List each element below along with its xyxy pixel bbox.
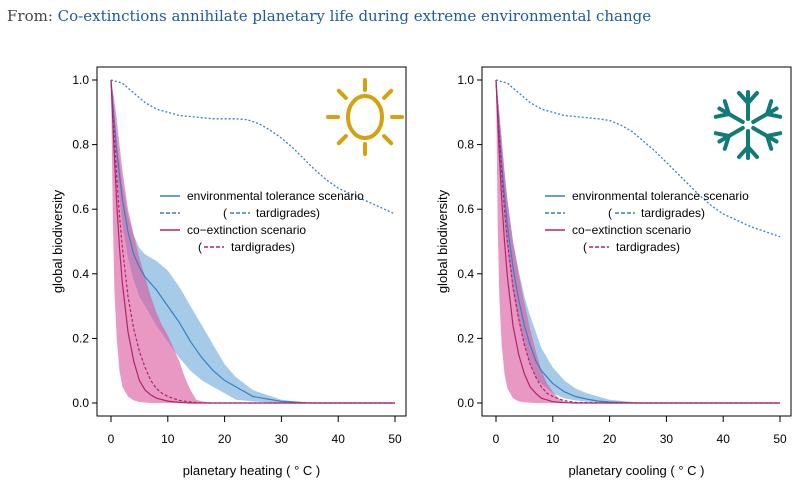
tardigrades-tolerance-line <box>110 79 396 215</box>
legend-tardigrades-label: tardigrades) <box>616 240 680 254</box>
figure-source-header: From: Co-extinctions annihilate planetar… <box>7 7 651 31</box>
x-tick-label: 0 <box>493 432 500 446</box>
coextinction-mean-line <box>110 79 395 404</box>
plot-frame <box>481 66 792 417</box>
y-axis-label: global biodiversity <box>435 189 450 293</box>
snowflake-branch <box>713 131 731 138</box>
legend-tolerance-label: environmental tolerance scenario <box>572 189 749 203</box>
x-tick-label: 30 <box>275 432 289 446</box>
snowflake-branch <box>713 112 731 119</box>
tolerance-mean-line <box>110 79 395 404</box>
y-tick-label: 0.0 <box>72 396 89 410</box>
x-tick-label: 20 <box>218 432 232 446</box>
coextinction-mean-line <box>495 79 780 404</box>
tardigrades-coextinction-line <box>495 79 780 404</box>
sun-ray <box>336 134 348 146</box>
x-tick-label: 10 <box>161 432 175 446</box>
y-tick-label: 0.2 <box>457 331 474 345</box>
snowflake-branch <box>765 134 774 151</box>
legend-coextinction-label: co−extinction scenario <box>187 223 306 237</box>
x-tick-label: 50 <box>388 432 402 446</box>
legend-tardigrades-label: tardigrades) <box>256 206 320 220</box>
y-tick-label: 0.8 <box>72 138 89 152</box>
legend-tolerance-label: environmental tolerance scenario <box>187 189 364 203</box>
y-tick-label: 0.4 <box>72 267 89 281</box>
y-tick-label: 0.0 <box>457 396 474 410</box>
snowflake-arm <box>751 106 779 124</box>
tolerance-mean-line <box>495 79 780 404</box>
y-tick-label: 1.0 <box>72 73 89 87</box>
legend-open-paren: ( <box>608 206 612 220</box>
x-tick-label: 40 <box>717 432 731 446</box>
snowflake-branch <box>722 134 731 151</box>
x-tick-label: 10 <box>546 432 560 446</box>
x-tick-label: 40 <box>332 432 346 446</box>
x-tick-label: 0 <box>108 432 115 446</box>
chart-panel-2: 0.0 0.2 0.4 0.6 0.8 1.0 0 10 20 30 40 50 planetary c… <box>435 66 792 478</box>
y-tick-label: 0.2 <box>72 331 89 345</box>
source-prefix: From: <box>7 7 53 25</box>
x-axis-label: planetary heating ( ° C ) <box>183 463 320 478</box>
snowflake-arm <box>751 126 779 144</box>
y-tick-label: 0.6 <box>72 202 89 216</box>
y-axis-label: global biodiversity <box>50 189 65 293</box>
y-tick-label: 0.6 <box>457 202 474 216</box>
sun-ray <box>382 134 394 146</box>
legend-open-paren: ( <box>223 206 227 220</box>
article-title-link[interactable]: Co-extinctions annihilate planetary life… <box>57 7 652 25</box>
snowflake-branch <box>765 99 774 116</box>
snowflake-branch <box>722 99 731 116</box>
tardigrades-tolerance-line <box>495 79 781 238</box>
tardigrades-coextinction-line <box>110 79 395 404</box>
legend: environmental tolerance scenario ( tardigr… <box>545 189 749 254</box>
snowflake-branch <box>765 112 783 119</box>
snowflake-arm <box>717 126 745 144</box>
sun-icon <box>326 78 404 156</box>
chart-panel-1: 0.0 0.2 0.4 0.6 0.8 1.0 0 10 20 30 40 50 planetary h… <box>50 66 407 478</box>
legend-open-paren: ( <box>198 240 202 254</box>
x-tick-label: 50 <box>773 432 787 446</box>
snowflake-branch <box>765 131 783 138</box>
y-tick-label: 0.4 <box>457 267 474 281</box>
legend: environmental tolerance scenario ( tardigr… <box>160 189 364 254</box>
snowflake-branch <box>746 145 759 159</box>
sun-ray <box>382 88 394 100</box>
legend-open-paren: ( <box>583 240 587 254</box>
tolerance-confidence-band <box>111 80 395 403</box>
legend-tardigrades-label: tardigrades) <box>231 240 295 254</box>
snowflake-branch <box>746 91 759 105</box>
coextinction-confidence-band <box>111 80 395 403</box>
sun-ray <box>336 88 348 100</box>
y-tick-label: 0.8 <box>457 138 474 152</box>
snowflake-branch <box>737 91 750 105</box>
plot-frame <box>96 66 407 417</box>
snowflake-branch <box>737 145 750 159</box>
x-axis-label: planetary cooling ( ° C ) <box>569 463 705 478</box>
y-tick-label: 1.0 <box>457 73 474 87</box>
x-tick-label: 20 <box>603 432 617 446</box>
snowflake-arm <box>717 106 745 124</box>
coextinction-confidence-band <box>496 80 780 403</box>
sun-disc <box>346 94 384 140</box>
x-tick-label: 30 <box>660 432 674 446</box>
legend-tardigrades-label: tardigrades) <box>641 206 705 220</box>
snowflake-icon <box>713 90 783 160</box>
legend-coextinction-label: co−extinction scenario <box>572 223 691 237</box>
